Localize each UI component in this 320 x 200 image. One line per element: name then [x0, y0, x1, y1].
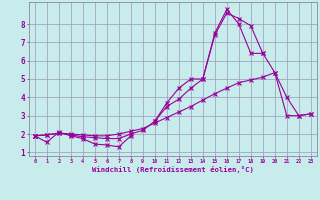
- X-axis label: Windchill (Refroidissement éolien,°C): Windchill (Refroidissement éolien,°C): [92, 166, 254, 173]
